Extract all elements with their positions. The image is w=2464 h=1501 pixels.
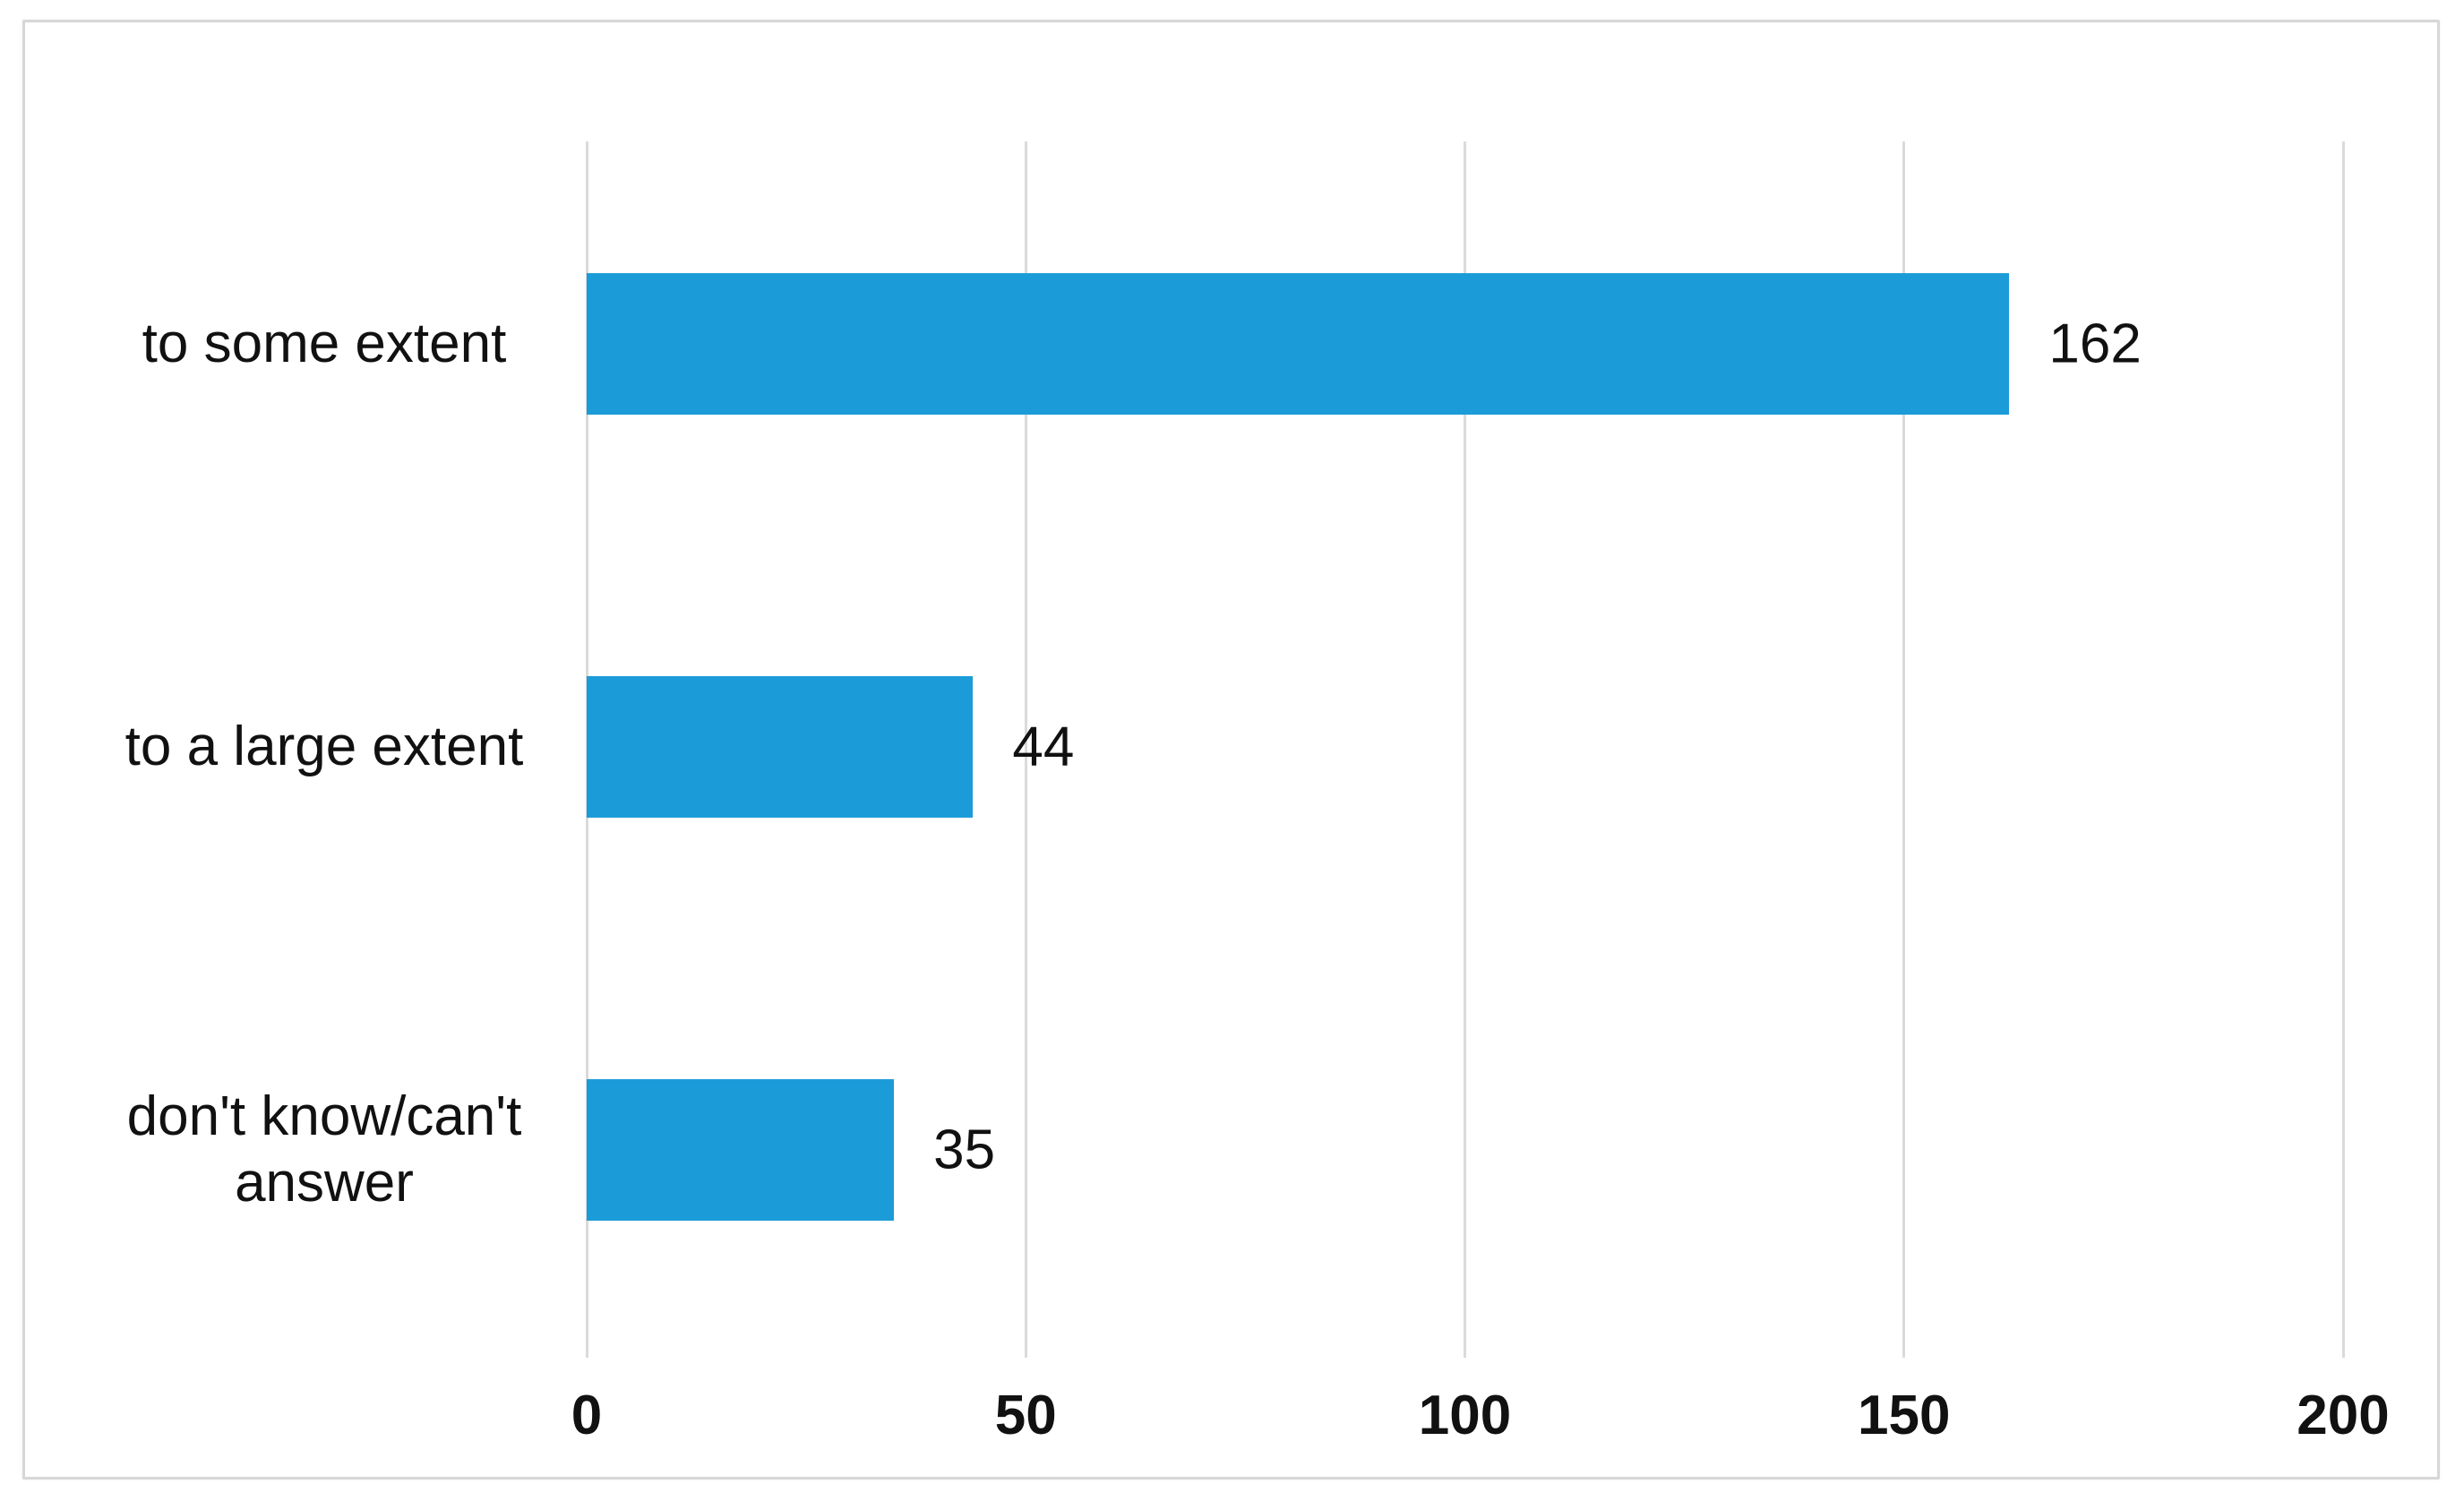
x-tick-label: 150 — [1858, 1385, 1951, 1446]
gridline — [2341, 142, 2345, 1358]
gridline — [1024, 142, 1027, 1358]
x-tick-label: 0 — [571, 1385, 603, 1446]
category-label: to a large extent — [124, 716, 524, 777]
bar — [587, 676, 974, 818]
gridline — [1464, 142, 1466, 1358]
bar — [587, 1079, 895, 1221]
value-label: 35 — [933, 1119, 996, 1181]
x-tick-label: 200 — [2297, 1385, 2390, 1446]
value-label: 44 — [1012, 716, 1075, 778]
category-label: to some extent — [142, 313, 507, 374]
chart-frame — [22, 20, 2440, 1480]
x-tick-label: 100 — [1418, 1385, 1512, 1446]
category-label: don't know/can't answer — [126, 1085, 522, 1214]
gridline — [1902, 142, 1906, 1358]
bar — [587, 273, 2010, 415]
value-label: 162 — [2048, 313, 2142, 375]
x-tick-label: 50 — [994, 1385, 1057, 1446]
